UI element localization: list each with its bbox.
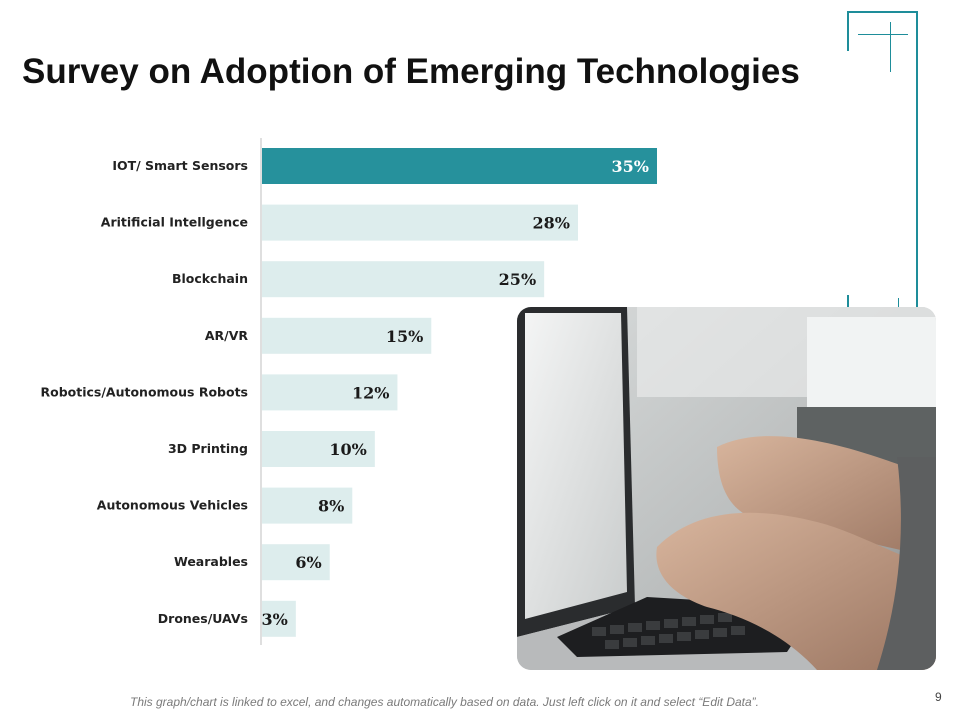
bar-chart[interactable]: IOT/ Smart Sensors 35% Aritificial Intellg… [0, 130, 700, 650]
value-label: 3% [262, 610, 288, 629]
page-number: 9 [935, 690, 942, 704]
cross-mark-top-horizontal [858, 34, 908, 35]
bar[interactable] [262, 261, 545, 298]
bar[interactable] [262, 600, 296, 637]
value-label: 28% [533, 214, 570, 233]
bar[interactable] [262, 204, 578, 241]
bar[interactable] [262, 487, 353, 524]
category-label: Autonomous Vehicles [97, 498, 248, 513]
bar[interactable] [262, 374, 398, 411]
bar[interactable] [262, 148, 657, 184]
category-label: 3D Printing [168, 441, 248, 456]
category-label: Aritificial Intellgence [101, 215, 248, 230]
category-label: Drones/UAVs [158, 611, 248, 626]
chart-footnote: This graph/chart is linked to excel, and… [130, 695, 759, 709]
value-label: 35% [612, 157, 649, 176]
value-label: 10% [329, 440, 366, 459]
cross-mark-top-vertical [890, 22, 891, 72]
value-label: 25% [499, 270, 536, 289]
value-label: 15% [386, 327, 423, 346]
frame-top-line [847, 11, 917, 13]
slide-title: Survey on Adoption of Emerging Technolog… [22, 52, 800, 91]
category-label: IOT/ Smart Sensors [112, 158, 248, 173]
category-label: Blockchain [172, 271, 248, 286]
frame-left-line-top [847, 11, 849, 51]
bar[interactable] [262, 431, 375, 467]
category-label: AR/VR [205, 328, 249, 343]
category-label: Robotics/Autonomous Robots [40, 384, 248, 399]
value-label: 6% [295, 553, 321, 572]
laptop-photo-illustration [517, 307, 936, 670]
bar[interactable] [262, 544, 330, 581]
frame-right-line [916, 11, 918, 357]
laptop-typing-photo [517, 307, 936, 670]
bar[interactable] [262, 317, 432, 354]
value-label: 8% [318, 497, 344, 516]
value-label: 12% [352, 383, 389, 402]
category-label: Wearables [174, 554, 248, 569]
